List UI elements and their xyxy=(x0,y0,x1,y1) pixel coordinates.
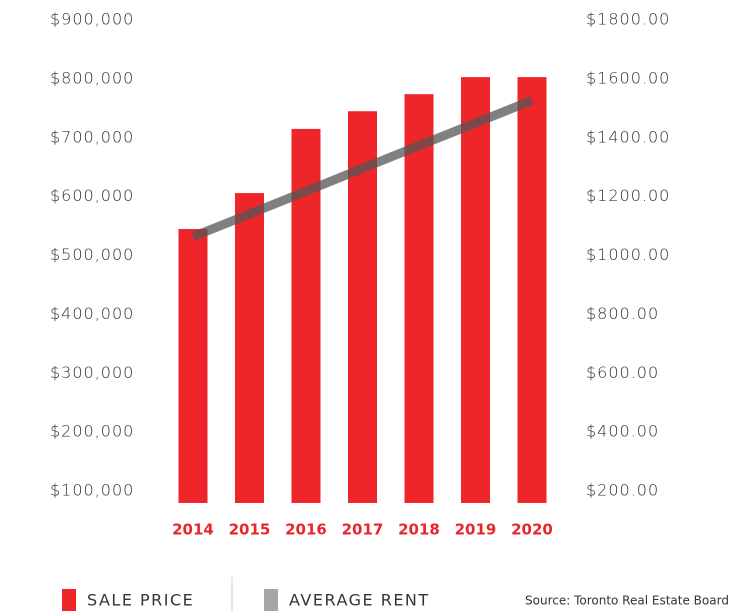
y2-tick-label: $600.00 xyxy=(586,363,659,382)
bar xyxy=(404,94,434,504)
bar xyxy=(461,77,490,503)
y2-tick-label: $1000.00 xyxy=(586,245,670,264)
y2-tick-label: $1400.00 xyxy=(586,127,670,146)
y-tick-label: $900,000 xyxy=(50,10,134,29)
y-tick-label: $800,000 xyxy=(50,68,134,87)
x-tick-label: 2018 xyxy=(398,521,440,539)
legend-label: AVERAGE RENT xyxy=(289,591,430,610)
y2-tick-label: $1200.00 xyxy=(586,186,670,205)
bar xyxy=(517,77,547,503)
y-tick-label: $100,000 xyxy=(50,481,134,500)
y-tick-label: $600,000 xyxy=(50,186,134,205)
y2-tick-label: $1600.00 xyxy=(586,68,670,87)
x-tick-label: 2019 xyxy=(455,521,497,539)
y-tick-label: $400,000 xyxy=(50,304,134,323)
y2-tick-label: $400.00 xyxy=(586,422,659,441)
y-tick-label: $500,000 xyxy=(50,245,134,264)
y2-tick-label: $200.00 xyxy=(586,481,659,500)
x-tick-label: 2014 xyxy=(172,521,214,539)
x-tick-label: 2020 xyxy=(511,521,553,539)
legend-swatch xyxy=(62,589,76,611)
y2-tick-label: $1800.00 xyxy=(586,10,670,29)
bar xyxy=(235,193,264,503)
y-tick-label: $200,000 xyxy=(50,422,134,441)
y-tick-label: $700,000 xyxy=(50,127,134,146)
legend-swatch xyxy=(264,589,278,611)
y-tick-label: $300,000 xyxy=(50,363,134,382)
source: Source: Toronto Real Estate Board xyxy=(525,594,729,608)
legend-label: SALE PRICE xyxy=(87,591,194,610)
x-tick-label: 2016 xyxy=(285,521,327,539)
x-tick-label: 2017 xyxy=(342,521,384,539)
bar xyxy=(178,229,208,503)
rent-line xyxy=(191,96,534,241)
x-tick-label: 2015 xyxy=(229,521,271,539)
y2-tick-label: $800.00 xyxy=(586,304,659,323)
